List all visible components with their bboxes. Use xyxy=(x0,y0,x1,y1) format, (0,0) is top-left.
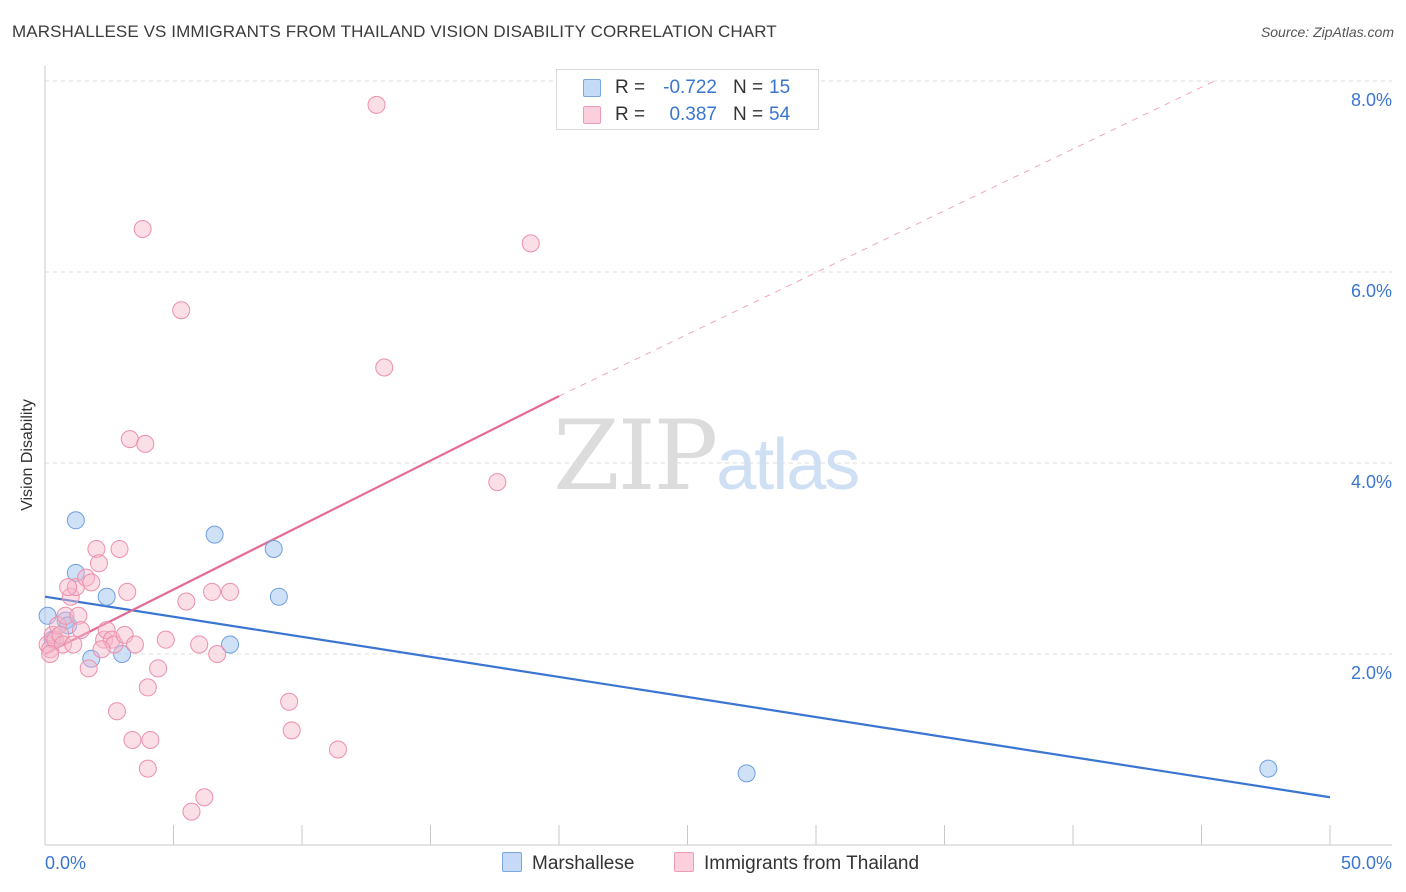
point-thailand xyxy=(328,740,347,759)
point-thailand xyxy=(208,645,227,663)
legend-n-label: N = xyxy=(733,104,764,125)
point-thailand xyxy=(82,573,101,592)
chart-title: MARSHALLESE VS IMMIGRANTS FROM THAILAND … xyxy=(12,22,777,41)
legend-swatch-thailand xyxy=(583,106,601,124)
bottom-legend-thailand: Immigrants from Thailand xyxy=(674,852,919,875)
point-thailand xyxy=(138,759,157,778)
point-marshallese xyxy=(737,764,756,783)
y-tick-label: 8.0% xyxy=(1351,90,1392,110)
trend-line-0 xyxy=(44,595,1331,799)
point-thailand xyxy=(133,220,152,239)
bottom-legend-swatch-thailand xyxy=(674,852,694,872)
point-thailand xyxy=(488,473,507,492)
legend-n-label: N = xyxy=(733,77,764,98)
point-thailand xyxy=(195,788,214,807)
point-marshallese xyxy=(66,511,85,530)
point-marshallese xyxy=(221,635,240,654)
point-thailand xyxy=(89,554,108,573)
point-thailand xyxy=(521,234,540,253)
point-thailand xyxy=(190,635,209,654)
point-thailand xyxy=(64,635,83,654)
legend-r-label: R = xyxy=(615,77,646,98)
legend-r-value: -0.722 xyxy=(663,77,717,98)
tick-labels: 2.0% 4.0% 6.0% 8.0% 0.0% 50.0% xyxy=(45,90,1392,873)
point-thailand xyxy=(59,578,78,597)
watermark-atlas: atlas xyxy=(716,425,860,505)
legend-swatch-marshallese xyxy=(583,79,601,97)
point-marshallese xyxy=(66,563,85,582)
point-thailand xyxy=(221,582,240,601)
point-thailand xyxy=(141,730,160,749)
trend-line-1 xyxy=(44,395,560,655)
y-tick-label: 2.0% xyxy=(1351,663,1392,683)
point-thailand xyxy=(56,606,75,625)
point-thailand xyxy=(118,582,137,601)
stats-legend: R = -0.722 N = 15 R = 0.387 N = 54 xyxy=(556,69,819,130)
point-thailand xyxy=(156,630,175,649)
point-thailand xyxy=(107,702,126,721)
point-thailand xyxy=(149,659,168,678)
point-marshallese xyxy=(205,525,224,544)
bottom-legend-marshallese: Marshallese xyxy=(502,852,634,875)
point-marshallese xyxy=(264,539,283,558)
x-tick-label: 0.0% xyxy=(45,853,86,873)
bottom-legend-swatch-marshallese xyxy=(502,852,522,872)
point-thailand xyxy=(71,621,90,640)
point-marshallese xyxy=(1259,759,1278,778)
grid-lines xyxy=(45,80,1392,655)
legend-n-value: 54 xyxy=(769,104,791,125)
legend-n-value: 15 xyxy=(769,77,791,98)
x-tick-label: 50.0% xyxy=(1341,853,1392,873)
point-thailand xyxy=(69,606,88,625)
point-thailand xyxy=(182,802,201,821)
point-marshallese xyxy=(113,645,132,663)
point-thailand xyxy=(53,635,72,654)
point-thailand xyxy=(77,568,96,587)
y-tick-label: 4.0% xyxy=(1351,472,1392,492)
point-thailand xyxy=(125,635,144,654)
legend-row-marshallese: R = -0.722 N = 15 xyxy=(557,75,818,101)
point-thailand xyxy=(87,539,106,558)
point-thailand xyxy=(280,692,299,711)
data-points xyxy=(38,95,1278,821)
point-thailand xyxy=(282,721,301,740)
point-thailand xyxy=(203,582,222,601)
axes xyxy=(44,66,1392,846)
y-tick-label: 6.0% xyxy=(1351,281,1392,301)
point-thailand xyxy=(172,301,191,320)
trend-lines xyxy=(44,80,1331,799)
trend-line-extension-1 xyxy=(558,80,1215,397)
legend-r-value: 0.387 xyxy=(669,104,717,125)
point-thailand xyxy=(97,621,116,640)
bottom-legend-label-thailand: Immigrants from Thailand xyxy=(704,853,920,874)
watermark: ZIPatlas xyxy=(553,400,860,512)
point-thailand xyxy=(123,730,142,749)
point-thailand xyxy=(138,678,157,697)
point-thailand xyxy=(79,659,98,678)
legend-r-label: R = xyxy=(615,104,646,125)
point-marshallese xyxy=(269,587,288,606)
point-thailand xyxy=(177,592,196,611)
point-thailand xyxy=(375,358,394,377)
point-thailand xyxy=(120,430,139,449)
point-marshallese xyxy=(97,587,116,606)
point-thailand xyxy=(41,645,60,663)
source-label: Source: ZipAtlas.com xyxy=(1260,24,1394,40)
point-thailand xyxy=(92,640,111,659)
watermark-zip: ZIP xyxy=(553,400,718,512)
point-thailand xyxy=(110,539,129,558)
legend-row-thailand: R = 0.387 N = 54 xyxy=(557,102,818,128)
bottom-legend-label-marshallese: Marshallese xyxy=(532,853,635,874)
point-thailand xyxy=(136,434,155,453)
point-thailand xyxy=(367,95,386,114)
